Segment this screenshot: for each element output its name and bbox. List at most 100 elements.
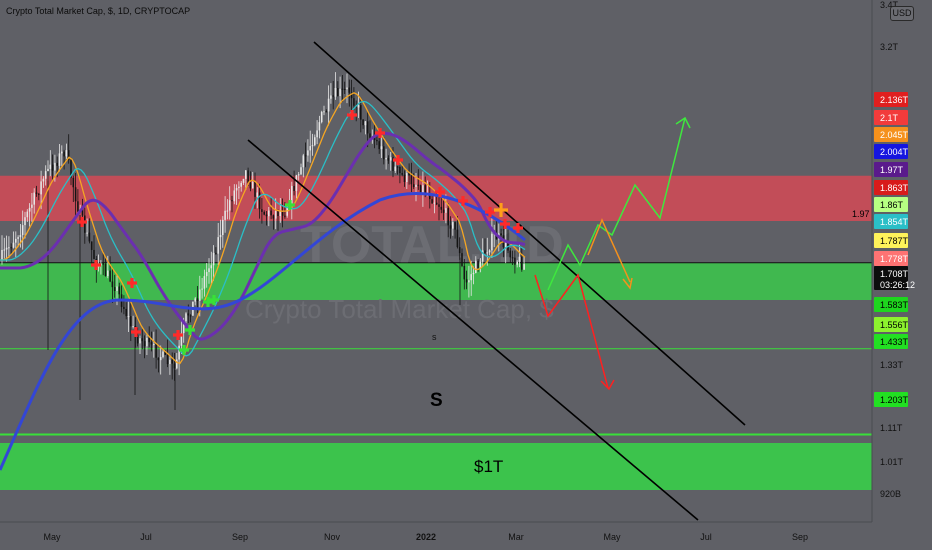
candle-body: [63, 151, 65, 157]
candle-body: [72, 177, 75, 188]
candle-body: [205, 272, 208, 277]
candle-body: [516, 261, 518, 265]
candle-body: [523, 264, 525, 270]
candle-body: [509, 250, 512, 258]
candle-body: [463, 265, 466, 280]
candle-body: [187, 313, 190, 316]
candle-body: [240, 182, 242, 187]
candle-body: [274, 211, 277, 219]
candle-body: [417, 184, 420, 186]
candle-body: [376, 139, 378, 142]
candle-body: [484, 250, 486, 254]
candle-body: [38, 193, 40, 195]
projection-red-arrowhead: [600, 379, 615, 391]
price-tag-box: [874, 334, 908, 349]
candle-body: [337, 87, 339, 97]
top-axis-label: 3.4T: [880, 0, 899, 10]
candle-body: [330, 95, 332, 99]
candle-body: [238, 186, 240, 189]
price-tag: 1.433T: [874, 334, 909, 349]
candle-body: [153, 344, 155, 346]
candle-body: [396, 166, 399, 168]
candle-body: [281, 211, 284, 216]
x-tick-label: Sep: [792, 532, 808, 542]
price-tag-box: [874, 144, 908, 159]
level-label-197: 1.97: [852, 209, 870, 219]
price-tag-label: 1.708T: [880, 269, 909, 279]
price-tag-box: [874, 214, 908, 229]
candle-body: [65, 150, 68, 157]
candle-body: [486, 252, 489, 254]
candle-body: [320, 111, 323, 123]
candle-body: [10, 247, 12, 249]
candle-body: [196, 298, 199, 301]
y-tick-label: 1.01T: [880, 457, 904, 467]
candle-body: [81, 208, 84, 216]
candle-body: [507, 241, 509, 251]
price-tag: 2.045T: [874, 127, 909, 142]
candle-body: [44, 171, 47, 179]
candle-body: [447, 208, 449, 226]
candle-body: [171, 359, 173, 364]
candle-body: [28, 207, 31, 212]
candle-body: [111, 281, 114, 288]
candle-body: [247, 170, 249, 183]
candle-body: [442, 209, 445, 213]
ema-long-line: [0, 192, 526, 471]
candle-body: [307, 150, 309, 156]
candle-body: [180, 333, 183, 346]
candle-body: [399, 166, 401, 174]
candle-body: [182, 321, 185, 334]
candle-body: [297, 174, 300, 176]
candle-body: [311, 145, 314, 147]
sell-signal-marker: [435, 187, 445, 197]
x-tick-label: Jul: [700, 532, 712, 542]
candle-body: [132, 326, 134, 328]
sell-signal-marker: [485, 207, 495, 217]
candle-body: [383, 146, 385, 160]
y-tick-label: 1.33T: [880, 360, 904, 370]
candle-body: [380, 146, 383, 150]
candle-body: [155, 344, 157, 358]
candle-body: [279, 211, 282, 217]
candle-body: [387, 157, 390, 161]
candle-body: [245, 170, 247, 179]
candle-body: [150, 342, 153, 345]
price-tag: 1.854T: [874, 214, 909, 229]
candle-body: [518, 256, 521, 262]
candle-body: [461, 253, 463, 266]
candle-body: [440, 206, 443, 210]
candle-body: [410, 175, 413, 185]
candle-body: [477, 260, 479, 268]
candle-body: [113, 287, 116, 291]
candle-body: [226, 210, 229, 212]
candle-body: [33, 192, 35, 205]
candle-body: [19, 235, 22, 238]
candle-body: [291, 185, 293, 205]
candle-body: [339, 88, 341, 97]
candle-body: [385, 157, 387, 160]
price-tag: 1.787T: [874, 233, 909, 248]
candle-body: [408, 173, 410, 176]
candle-body: [332, 95, 334, 97]
channel-lower-line: [247, 139, 699, 521]
candle-body: [143, 341, 146, 347]
candle-body: [369, 133, 371, 138]
candle-body: [17, 237, 19, 239]
price-tag-label: 1.787T: [880, 236, 909, 246]
candle-body: [107, 270, 109, 277]
candle-body: [364, 121, 367, 126]
candle-body: [403, 174, 406, 183]
candle-body: [392, 157, 394, 171]
candle-body: [491, 233, 493, 251]
sell-signal-marker: [173, 330, 183, 340]
candle-body: [256, 192, 259, 197]
x-tick-label: 2022: [416, 532, 436, 542]
sell-signal-marker: [131, 327, 141, 337]
candle-body: [199, 289, 201, 301]
candle-body: [159, 357, 162, 361]
currency-button[interactable]: USD: [890, 6, 914, 21]
candle-body: [148, 337, 150, 343]
candle-body: [74, 187, 77, 202]
